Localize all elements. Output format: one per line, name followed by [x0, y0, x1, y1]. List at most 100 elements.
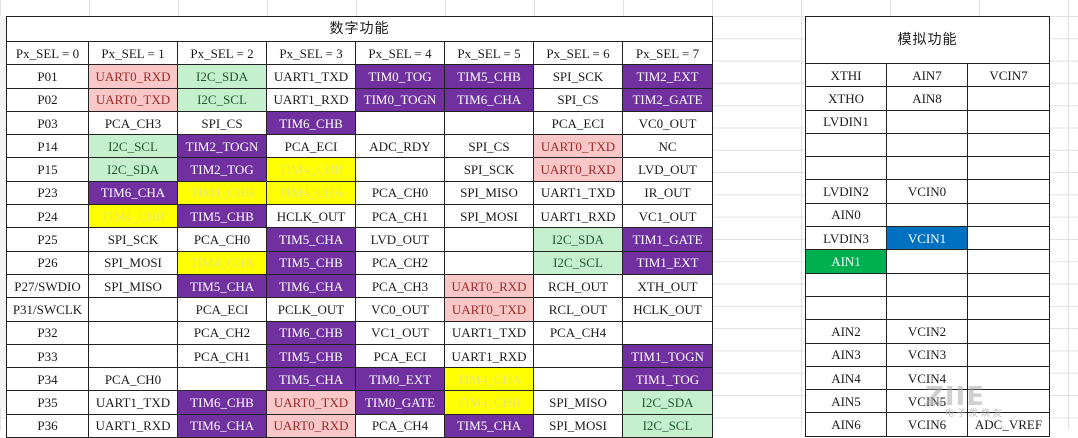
pin-name-cell: P35 — [6, 390, 89, 415]
function-cell: LVD_OUT — [355, 227, 445, 252]
table-row: XTHO AIN8 — [805, 86, 1051, 111]
function-cell: PCA_CH0 — [177, 227, 267, 252]
function-cell: HCLK_OUT — [266, 204, 356, 229]
column-header: Px_SEL = 5 — [444, 40, 534, 66]
function-cell: PCLK_OUT — [266, 297, 356, 322]
function-cell: I2C_SCL — [622, 413, 713, 438]
function-cell: PCA_ECI — [533, 110, 623, 136]
function-cell: SPI_CS — [444, 134, 534, 159]
function-cell: TIM0_TOGN — [355, 87, 445, 112]
analog-cell — [886, 109, 968, 134]
function-cell: TIM0_GATE — [355, 390, 445, 415]
function-cell — [355, 110, 445, 136]
table-row: AIN6 VCIN6 ADC_VREF — [805, 412, 1051, 437]
function-cell: UART1_TXD — [266, 64, 356, 89]
function-cell: TIM1_EXT — [622, 250, 713, 275]
function-cell: I2C_SCL — [533, 250, 623, 275]
table-row: P33 PCA_CH1 TIM5_CHB PCA_ECI UART1_RXD TIM1_T… — [6, 343, 713, 369]
function-cell: TIM6_CHA — [88, 180, 178, 206]
table-row: P14 I2C_SCL TIM2_TOGN PCA_ECI ADC_RDY SPI_CS U… — [6, 134, 713, 159]
table-row — [805, 295, 1051, 321]
pin-name-cell: P31/SWCLK — [6, 297, 89, 322]
function-cell: UART1_RXD — [88, 413, 178, 438]
column-header: Px_SEL = 7 — [622, 40, 713, 66]
table-row: AIN4 VCIN4 — [805, 365, 1051, 391]
function-cell: SPI_SCK — [88, 227, 178, 252]
analog-cell — [805, 272, 887, 297]
function-cell — [88, 343, 178, 369]
analog-cell — [966, 156, 1051, 181]
function-cell: TIM4_CHB — [88, 204, 178, 229]
function-cell: TIM2_TOG — [177, 157, 267, 182]
function-cell: LVD_OUT — [622, 157, 713, 182]
analog-cell — [966, 226, 1051, 251]
function-cell: SPI_SCK — [444, 157, 534, 182]
column-header: Px_SEL = 3 — [266, 40, 356, 66]
function-cell: PCA_CH4 — [533, 320, 623, 345]
function-cell: VC0_OUT — [355, 297, 445, 322]
function-cell: SPI_MISO — [444, 180, 534, 206]
function-cell: TIM1_TOGN — [622, 343, 713, 369]
header-row: Px_SEL = 0 Px_SEL = 1 Px_SEL = 2 Px_SEL = 3… — [6, 40, 713, 66]
function-cell: TIM2_EXT — [622, 64, 713, 89]
function-cell: UART1_TXD — [444, 320, 534, 345]
table-row: P36 UART1_RXD TIM6_CHA UART0_RXD PCA_CH4 TIM5… — [6, 413, 713, 438]
pin-name-cell: P34 — [6, 367, 89, 392]
table-row: P26 SPI_MOSI TIM4_CHA TIM5_CHB PCA_CH2 I2C_SC… — [6, 250, 713, 275]
function-cell — [622, 320, 713, 345]
analog-cell — [966, 295, 1051, 321]
function-cell — [444, 110, 534, 136]
function-cell: UART1_RXD — [266, 87, 356, 112]
function-cell: UART0_TXD — [266, 390, 356, 415]
function-cell: UART0_RXD — [88, 64, 178, 89]
function-cell: NC — [622, 134, 713, 159]
function-cell: UART1_TXD — [533, 180, 623, 206]
table-row — [805, 132, 1051, 158]
function-cell: XTH_OUT — [622, 273, 713, 299]
table-row: P31/SWCLK PCA_ECI PCLK_OUT VC0_OUT UART0_TXD… — [6, 297, 713, 322]
pin-name-cell: P26 — [6, 250, 89, 275]
column-header: Px_SEL = 1 — [88, 40, 178, 66]
analog-cell: VCIN1 — [886, 226, 968, 251]
analog-cell — [886, 295, 968, 321]
analog-cell — [805, 132, 887, 158]
function-cell: HCLK_OUT — [622, 297, 713, 322]
function-cell: I2C_SCL — [177, 87, 267, 112]
function-cell: I2C_SCL — [88, 134, 178, 159]
function-cell — [533, 343, 623, 369]
function-cell: PCA_CH3 — [355, 273, 445, 299]
table-row: XTHI AIN7 VCIN7 — [805, 62, 1051, 88]
function-cell: PCA_CH4 — [355, 413, 445, 438]
function-cell: UART0_RXD — [444, 273, 534, 299]
function-cell: UART0_TXD — [444, 297, 534, 322]
function-cell — [533, 367, 623, 392]
function-cell: PCA_ECI — [266, 134, 356, 159]
analog-cell — [966, 109, 1051, 134]
function-cell: I2C_SDA — [177, 64, 267, 89]
function-cell: IR_OUT — [622, 180, 713, 206]
digital-title: 数字功能 — [6, 16, 713, 42]
analog-cell — [886, 132, 968, 158]
table-row: P27/SWDIO SPI_MISO TIM5_CHA TIM6_CHA PCA_CH3… — [6, 273, 713, 299]
analog-cell: ADC_VREF — [966, 412, 1051, 437]
analog-cell: XTHI — [805, 62, 887, 88]
analog-cell: AIN0 — [805, 202, 887, 228]
analog-cell — [966, 202, 1051, 228]
function-cell — [88, 297, 178, 322]
function-cell: PCA_CH1 — [177, 343, 267, 369]
function-cell — [177, 367, 267, 392]
function-cell: TIM4_CHA — [177, 250, 267, 275]
function-cell: SPI_MOSI — [533, 413, 623, 438]
function-cell: TIM2_GATE — [622, 87, 713, 112]
column-header: Px_SEL = 2 — [177, 40, 267, 66]
column-header: Px_SEL = 4 — [355, 40, 445, 66]
analog-cell: VCIN0 — [886, 179, 968, 204]
analog-cell — [886, 249, 968, 274]
analog-cell: AIN5 — [805, 389, 887, 414]
table-row: P24 TIM4_CHB TIM5_CHB HCLK_OUT PCA_CH1 SPI_MO… — [6, 204, 713, 229]
function-cell: TIM6_CHA — [444, 87, 534, 112]
analog-cell — [966, 365, 1051, 391]
analog-cell — [805, 295, 887, 321]
function-cell — [444, 250, 534, 275]
function-cell: TIM4_CHB — [266, 157, 356, 182]
